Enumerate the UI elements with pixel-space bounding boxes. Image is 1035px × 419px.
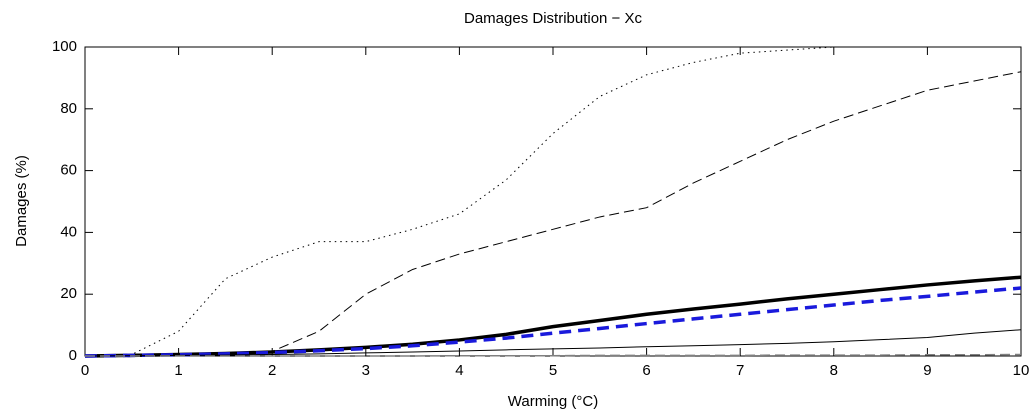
x-tick-label: 3	[362, 362, 370, 379]
data-line	[84, 286, 1022, 358]
x-axis-label: Warming (°C)	[508, 393, 598, 410]
x-tick-label: 0	[81, 362, 89, 379]
x-tick-label: 4	[455, 362, 463, 379]
data-line	[85, 353, 1022, 357]
x-tick-label: 9	[923, 362, 931, 379]
y-tick-label: 20	[60, 285, 77, 302]
y-axis-label: Damages (%)	[13, 155, 30, 247]
y-tick-label: 80	[60, 100, 77, 117]
x-tick-label: 7	[736, 362, 744, 379]
y-tick-label: 100	[52, 38, 77, 55]
x-tick-label: 8	[830, 362, 838, 379]
y-tick-label: 0	[69, 347, 77, 364]
x-tick-label: 10	[1013, 362, 1030, 379]
x-tick-label: 1	[174, 362, 182, 379]
chart-title: Damages Distribution − Xc	[464, 10, 642, 27]
y-tick-label: 60	[60, 162, 77, 179]
x-tick-label: 2	[268, 362, 276, 379]
x-tick-label: 5	[549, 362, 557, 379]
data-line	[84, 329, 1022, 357]
y-tick-label: 40	[60, 223, 77, 240]
x-tick-label: 6	[642, 362, 650, 379]
